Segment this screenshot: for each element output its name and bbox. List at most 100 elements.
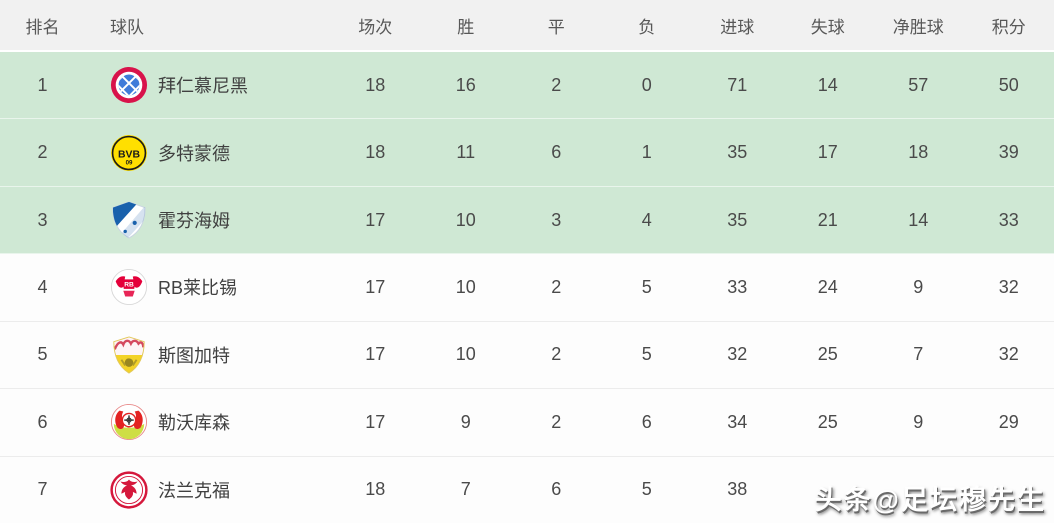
table-row-rank-6[interactable]: 6 勒沃库森 17 9 2 6 34 25 9 29 [0,389,1054,457]
table-row-rank-7[interactable]: 7 法兰克福 18 7 6 5 38 [0,456,1054,523]
column-header-draw: 平 [547,17,565,37]
cell-ga: 24 [817,276,838,297]
cell-gf: 35 [727,209,748,230]
team-name: 斯图加特 [158,345,230,366]
cell-played: 17 [365,276,386,297]
team-cell: 勒沃库森 [85,403,330,441]
cell-gd: 9 [913,411,924,432]
cell-win: 10 [455,344,476,365]
team-badge-stuttgart-icon [110,336,148,374]
cell-pts: 32 [998,344,1019,365]
cell-ga: 25 [817,344,838,365]
cell-gd: 14 [908,209,929,230]
table-row-rank-1[interactable]: 1 拜仁慕尼黑 18 16 2 0 71 14 57 50 [0,52,1054,120]
cell-ga: 17 [817,142,838,163]
cell-gd: 7 [913,344,924,365]
cell-pts: 50 [998,74,1019,95]
column-header-win: 胜 [457,17,475,37]
team-badge-bayern-icon [110,66,148,104]
column-header-loss: 负 [638,17,656,37]
cell-loss: 0 [641,74,652,95]
cell-win: 16 [455,74,476,95]
team-name: RB莱比锡 [158,278,238,299]
column-header-gd: 净胜球 [892,17,944,37]
cell-gf: 33 [727,276,748,297]
cell-win: 7 [460,479,471,500]
table-header-row: 排名 球队 场次 胜 平 负 进球 失球 净胜球 积分 [0,0,1054,52]
cell-draw: 2 [551,74,562,95]
cell-pts: 29 [998,411,1019,432]
cell-played: 17 [365,209,386,230]
cell-gd: 9 [913,276,924,297]
cell-win: 10 [455,276,476,297]
team-name: 多特蒙德 [158,143,230,164]
cell-rank: 5 [37,344,48,365]
cell-rank: 4 [37,276,48,297]
team-name: 霍芬海姆 [158,211,230,232]
cell-draw: 2 [551,276,562,297]
team-cell: 斯图加特 [85,336,330,374]
cell-rank: 7 [37,479,48,500]
cell-win: 9 [460,411,471,432]
cell-loss: 5 [641,479,652,500]
column-header-played: 场次 [358,17,393,37]
team-cell: 霍芬海姆 [85,201,330,239]
cell-ga: 14 [817,74,838,95]
team-badge-hoffenheim-icon [110,201,148,239]
table-row-rank-2[interactable]: 2 多特蒙德 18 11 6 1 35 17 18 39 [0,119,1054,187]
column-header-rank: 排名 [25,17,60,37]
cell-gd: 18 [908,142,929,163]
cell-played: 18 [365,142,386,163]
team-cell: RB莱比锡 [85,268,330,306]
cell-draw: 2 [551,344,562,365]
cell-draw: 6 [551,479,562,500]
cell-pts: 39 [998,142,1019,163]
cell-draw: 2 [551,411,562,432]
cell-rank: 1 [37,74,48,95]
watermark: 头条@足坛穆先生 [814,485,1046,515]
table-body: 1 拜仁慕尼黑 18 16 2 0 71 14 57 50 2 多特蒙德 18 11 6 1 35 17 18 39 3… [0,52,1054,523]
cell-draw: 3 [551,209,562,230]
team-cell: 拜仁慕尼黑 [85,66,330,104]
cell-pts: 32 [998,276,1019,297]
cell-draw: 6 [551,142,562,163]
cell-loss: 1 [641,142,652,163]
table-row-rank-5[interactable]: 5 斯图加特 17 10 2 5 32 25 7 32 [0,321,1054,390]
cell-loss: 5 [641,344,652,365]
cell-pts: 33 [998,209,1019,230]
team-cell: 法兰克福 [85,471,330,509]
table-row-rank-3[interactable]: 3 霍芬海姆 17 10 3 4 35 21 14 33 [0,186,1054,255]
cell-rank: 3 [37,209,48,230]
cell-gd: 57 [908,74,929,95]
cell-gf: 34 [727,411,748,432]
cell-played: 18 [365,74,386,95]
team-badge-leipzig-icon [110,268,148,306]
cell-ga: 21 [817,209,838,230]
team-name: 勒沃库森 [158,413,230,434]
column-header-pts: 积分 [991,17,1026,37]
team-badge-dortmund-icon [110,134,148,172]
cell-rank: 2 [37,142,48,163]
column-header-ga: 失球 [810,17,845,37]
cell-gf: 71 [727,74,748,95]
cell-gf: 38 [727,479,748,500]
cell-win: 10 [455,209,476,230]
table-row-rank-4[interactable]: 4 RB莱比锡 17 10 2 5 33 24 9 32 [0,254,1054,322]
column-header-gf: 进球 [720,17,755,37]
cell-rank: 6 [37,411,48,432]
team-cell: 多特蒙德 [85,134,330,172]
cell-played: 17 [365,344,386,365]
team-name: 法兰克福 [158,480,230,501]
cell-played: 18 [365,479,386,500]
cell-played: 17 [365,411,386,432]
cell-loss: 4 [641,209,652,230]
cell-loss: 5 [641,276,652,297]
cell-win: 11 [456,142,476,163]
team-badge-leverkusen-icon [110,403,148,441]
cell-ga: 25 [817,411,838,432]
cell-gf: 32 [727,344,748,365]
column-header-team: 球队 [110,17,144,37]
team-name: 拜仁慕尼黑 [158,76,248,97]
cell-loss: 6 [641,411,652,432]
